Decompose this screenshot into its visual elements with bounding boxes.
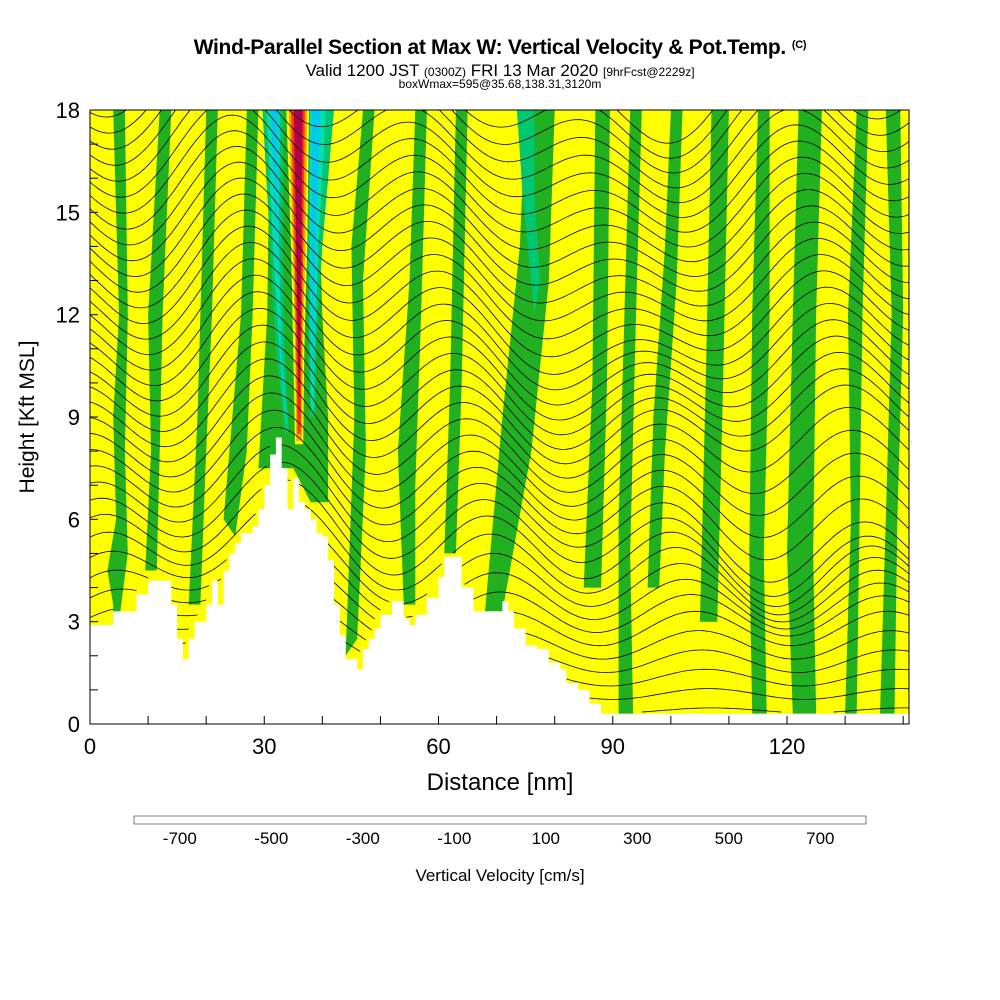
velocity-band-28 (293, 110, 303, 417)
velocity-band-20 (266, 110, 287, 428)
isentrope-line (90, 599, 909, 647)
x-tick-label: 90 (601, 734, 625, 759)
terrain-layer (90, 437, 909, 724)
x-tick-label: 60 (426, 734, 450, 759)
velocity-band-7 (444, 110, 468, 554)
isentrope-line (90, 161, 909, 292)
isentrope-line (90, 110, 909, 189)
y-tick-label: 9 (68, 405, 80, 430)
isentrope-line (90, 503, 909, 616)
velocity-band-9 (583, 110, 610, 588)
velocity-band-2 (188, 110, 218, 605)
velocity-band-14 (787, 110, 822, 714)
isentrope-line (641, 707, 909, 713)
velocity-band-10 (618, 110, 642, 714)
isentrope-line (90, 110, 909, 233)
isentrope-line (90, 274, 909, 406)
isentrope-line (90, 308, 909, 436)
isentrope-line (90, 409, 909, 538)
colorbar-frame (133, 815, 867, 825)
y-tick-label: 0 (68, 712, 80, 737)
velocity-band-11 (647, 110, 683, 588)
isentrope-line (90, 114, 909, 248)
colorbar-tick-label: 300 (623, 829, 651, 848)
colorbar-tick-label: 700 (806, 829, 834, 848)
velocity-band-23 (311, 110, 320, 407)
x-tick-label: 0 (84, 734, 96, 759)
velocity-band-12 (699, 110, 729, 622)
isentrope-line (90, 110, 909, 204)
y-tick-label: 3 (68, 610, 80, 635)
velocity-band-16 (880, 110, 904, 714)
boxwmax-label: boxWmax=595@35.68,138.31,3120m (398, 77, 602, 91)
isentrope-line (90, 426, 909, 561)
valid-prefix: Valid 1200 JST (305, 61, 420, 80)
axes: 0 30 60 90 120 0 3 6 9 12 15 18 (56, 98, 904, 759)
valid-date: FRI 13 Mar 2020 (470, 61, 599, 80)
isentrope-line (90, 341, 909, 465)
velocity-band-13 (749, 110, 770, 714)
isentrope-line (90, 209, 909, 340)
theta-isentropes (90, 110, 909, 713)
isentrope-line (177, 620, 909, 660)
isentrope-line (90, 579, 909, 637)
title-copyright: (C) (791, 39, 807, 51)
valid-utc: (0300Z) (423, 65, 466, 79)
colorbar: -700 -500 -300 -100 100 300 500 700 (133, 815, 867, 848)
isentrope-line (90, 225, 909, 358)
colorbar-tick-label: -500 (254, 829, 288, 848)
colorbar-tick-label: 100 (532, 829, 560, 848)
colorbar-label: Vertical Velocity [cm/s] (415, 866, 584, 885)
isentrope-line (90, 110, 909, 218)
x-axis-label: Distance [nm] (427, 769, 574, 796)
isentrope-line (90, 291, 909, 421)
velocity-band-1 (145, 110, 172, 571)
isentrope-line (90, 145, 909, 277)
isentrope-line (90, 110, 909, 174)
isentrope-line (90, 540, 909, 623)
isentrope-line (90, 358, 909, 479)
colorbar-tick-label: -100 (437, 829, 471, 848)
isentrope-line (90, 444, 909, 583)
colorbar-tick-label: -300 (346, 829, 380, 848)
velocity-band-3 (223, 110, 259, 537)
velocity-band-19 (516, 110, 541, 315)
y-tick-label: 12 (56, 303, 80, 328)
isentrope-line (492, 110, 714, 144)
isentrope-line (90, 177, 909, 307)
isentrope-line (90, 258, 909, 391)
colorbar-tick-label: -700 (163, 829, 197, 848)
y-tick-label: 15 (56, 200, 80, 225)
title-main: Wind-Parallel Section at Max W: Vertical… (193, 36, 787, 59)
y-tick-label: 6 (68, 507, 80, 532)
isentrope-line (586, 688, 909, 700)
x-tick-label: 30 (252, 734, 276, 759)
isentrope-line (90, 130, 909, 263)
y-tick-label: 18 (56, 98, 80, 123)
velocity-band-25 (550, 110, 573, 315)
isentrope-line (90, 392, 909, 516)
chart-subtitle: Valid 1200 JST (0300Z) FRI 13 Mar 2020 [… (0, 61, 1000, 81)
y-axis-label: Height [Kft MSL] (16, 341, 39, 494)
isentrope-line (90, 193, 909, 322)
isentrope-line (90, 324, 909, 450)
isentrope-line (90, 461, 909, 597)
isentrope-line (90, 110, 902, 159)
isentrope-line (90, 375, 909, 495)
isentrope-line (90, 241, 909, 375)
velocity-band-15 (845, 110, 869, 714)
terrain-mask (90, 437, 909, 724)
x-tick-label: 120 (769, 734, 806, 759)
chart-title: Wind-Parallel Section at Max W: Vertical… (0, 36, 1000, 60)
colorbar-tick-label: 500 (715, 829, 743, 848)
velocity-band-0 (95, 110, 128, 673)
forecast-tag: [9hrFcst@2229z] (602, 65, 695, 79)
velocity-band-8 (485, 110, 555, 612)
